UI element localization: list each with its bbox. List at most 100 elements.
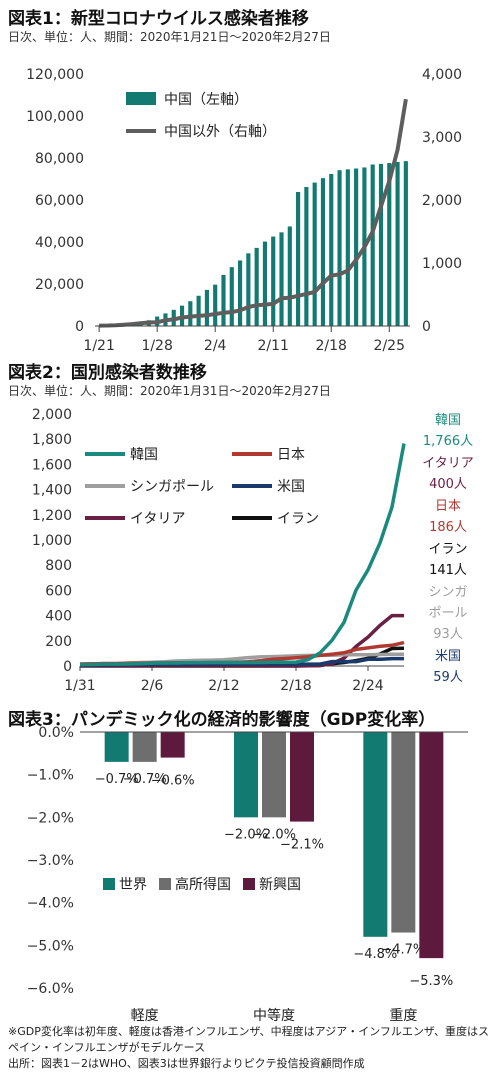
chart1-x-tick: 1/21 — [83, 338, 114, 354]
chart1-bar — [287, 226, 292, 326]
chart3-legend-swatch — [103, 878, 115, 890]
chart1-line — [99, 98, 408, 328]
chart3-bar — [160, 732, 185, 758]
chart1-subtitle: 日次、単位：人、期間：2020年1月21日～2020年2月27日 — [8, 30, 331, 44]
chart1-left-tick: 60,000 — [35, 193, 84, 209]
chart2-x-tick: 2/6 — [141, 678, 164, 694]
chart2-end-value: 186人 — [429, 520, 467, 535]
chart1-bar — [304, 186, 309, 326]
chart1-bar — [312, 182, 317, 326]
chart3-y-tick: −3.0% — [27, 853, 74, 869]
chart2-end-name: シンガ — [428, 585, 467, 600]
chart1-x-tick: 2/25 — [374, 338, 405, 354]
chart1-bar — [337, 170, 342, 326]
chart2-title: 図表2：国別感染者数推移 — [8, 363, 207, 383]
chart3-y-tick: −6.0% — [27, 981, 74, 997]
chart3-y-tick: −5.0% — [27, 938, 74, 954]
chart3-bar-label: −4.7% — [381, 943, 425, 958]
chart1-bar — [395, 161, 400, 326]
chart1-right-tick: 3,000 — [422, 130, 462, 146]
chart2-y-tick: 600 — [45, 583, 72, 599]
chart2-x-tick: 2/24 — [352, 678, 384, 694]
chart2-end-value: 93人 — [433, 627, 463, 642]
chart2-legend-label: イラン — [277, 511, 319, 527]
chart1-svg: 0 20,000 40,000 60,000 80,000 100,000 120,000 0… — [26, 67, 462, 354]
chart1-bar — [271, 236, 276, 326]
chart3-bar — [419, 732, 444, 959]
chart1-right-tick: 1,000 — [422, 256, 462, 272]
chart2-legend-label: 米国 — [277, 479, 305, 495]
chart1-right-tick: 0 — [422, 319, 431, 335]
chart3-legend-label: 高所得国 — [175, 876, 231, 893]
chart1-left-tick: 40,000 — [35, 235, 84, 251]
chart2-y-tick: 200 — [45, 634, 72, 650]
footnote-source: 出所：図表1－2はWHO、図表3は世界銀行よりピクテ投信投資顧問作成 — [8, 1057, 365, 1070]
chart1-bar — [262, 241, 268, 326]
chart1-bar — [237, 260, 243, 326]
chart1-title: 図表1：新型コロナウイルス感染者推移 — [8, 9, 309, 29]
chart1-bar — [378, 163, 384, 326]
chart3-legend-swatch — [159, 878, 171, 890]
chart2-end-value: 59人 — [433, 670, 463, 685]
chart3-svg: 0.0%−1.0%−2.0%−3.0%−4.0%−5.0%−6.0%−0.7%−… — [27, 725, 468, 1024]
chart2-end-value: 1,766人 — [423, 434, 473, 449]
chart2-legend-label: シンガポール — [130, 479, 214, 495]
chart1-x-tick: 2/4 — [204, 338, 227, 354]
chart1-bar — [204, 289, 209, 326]
chart3-category: 重度 — [389, 1008, 417, 1024]
chart2-end-name: イタリア — [422, 456, 473, 471]
chart2-y-tick: 400 — [45, 609, 72, 625]
chart2-end-name: 米国 — [435, 649, 461, 664]
chart1-left-tick: 80,000 — [35, 151, 84, 167]
chart1-x-tick: 2/11 — [257, 338, 288, 354]
chart1-left-tick: 100,000 — [26, 109, 84, 125]
chart1-right-tick: 4,000 — [422, 67, 462, 83]
chart3-bar — [290, 732, 314, 822]
chart1-legend-china: 中国（左軸） — [164, 92, 248, 108]
chart2-end-name: イラン — [428, 542, 467, 557]
chart2-y-tick: 1,600 — [32, 457, 72, 473]
chart2-x-tick: 2/12 — [208, 678, 239, 694]
chart3-y-tick: −1.0% — [27, 768, 74, 784]
chart2-y-tick: 800 — [45, 558, 72, 574]
chart3-bar — [234, 732, 258, 818]
chart1-bar — [221, 274, 226, 326]
chart1-bar — [370, 164, 375, 326]
chart2-end-value: 400人 — [429, 477, 467, 492]
chart2-x-tick: 2/18 — [280, 678, 311, 694]
chart2-y-tick: 0 — [63, 659, 72, 675]
chart3-bar-label: −2.1% — [280, 838, 324, 853]
chart2-y-tick: 1,200 — [32, 508, 72, 524]
chart3-bar-label: −0.6% — [151, 774, 195, 789]
chart2-y-tick: 1,400 — [32, 483, 72, 499]
chart3-bar-label: −0.7% — [95, 772, 139, 787]
chart2-end-value: 141人 — [429, 563, 467, 578]
chart2-end-name: 日本 — [435, 499, 461, 514]
chart2-end-name: ポール — [428, 606, 467, 621]
chart1-bar — [345, 169, 350, 326]
chart3-y-tick: −2.0% — [27, 810, 74, 826]
chart1-bar — [229, 267, 234, 326]
chart2-legend-label: 日本 — [277, 447, 305, 463]
chart3-y-tick: 0.0% — [38, 725, 74, 741]
chart3-bar — [262, 732, 286, 818]
chart1-left-tick: 120,000 — [26, 67, 84, 83]
chart2-y-tick: 1,800 — [32, 432, 72, 448]
chart1-x-tick: 1/28 — [141, 338, 172, 354]
chart2-y-tick: 2,000 — [32, 407, 72, 423]
chart1-bar — [254, 247, 259, 326]
chart1-bar — [188, 301, 193, 326]
chart3-bar — [104, 732, 129, 762]
chart1-bar — [213, 284, 218, 326]
chart2-line — [79, 443, 406, 667]
chart2-svg: 0 200 400 600 800 1,000 1,200 1,400 1,600 1,800 2,… — [32, 407, 474, 694]
chart3-bar-label: −5.3% — [409, 974, 453, 989]
chart3-legend-label: 世界 — [119, 877, 147, 893]
chart1-legend-other: 中国以外（右軸） — [164, 124, 276, 140]
chart3-legend-swatch — [243, 878, 255, 890]
chart2-legend-label: イタリア — [130, 511, 185, 527]
chart1-bar — [246, 253, 251, 326]
chart3-bar-label: −2.0% — [252, 827, 296, 842]
chart3-category: 軽度 — [131, 1008, 159, 1024]
chart1-bar — [329, 173, 334, 326]
